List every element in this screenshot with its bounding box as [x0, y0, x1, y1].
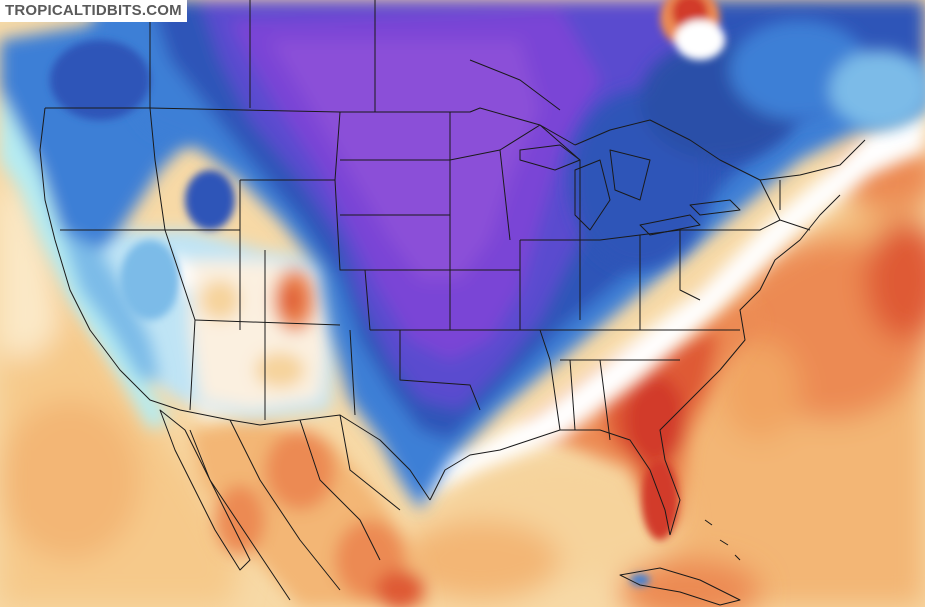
northeast-deep-cold [570, 20, 925, 270]
mexico-warm-region [190, 420, 430, 607]
site-watermark: TROPICALTIDBITS.COM [0, 0, 187, 22]
gulf-field [400, 460, 760, 607]
northwest-cold-pockets [50, 40, 235, 320]
atlantic-coastline [659, 194, 841, 536]
pacific-coastline [39, 107, 181, 411]
northern-warm-pocket [660, 0, 725, 60]
us-mexico-border [179, 409, 431, 501]
northeast-border [574, 119, 866, 181]
